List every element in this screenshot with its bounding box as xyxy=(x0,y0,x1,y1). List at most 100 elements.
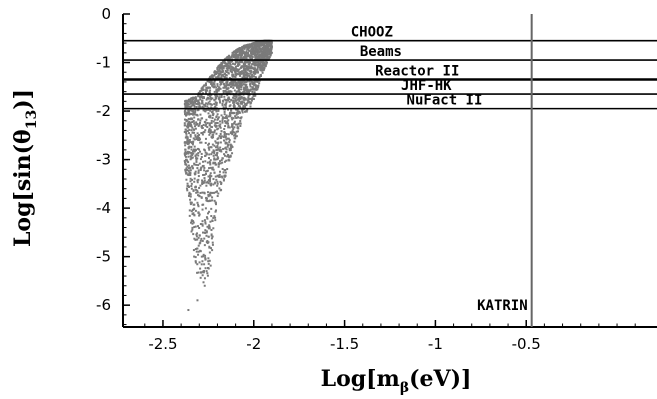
scatter-point xyxy=(186,150,189,153)
scatter-point xyxy=(213,130,216,133)
scatter-point xyxy=(262,43,265,46)
scatter-point xyxy=(192,249,195,252)
scatter-point xyxy=(240,85,243,88)
scatter-point xyxy=(184,141,187,144)
scatter-point xyxy=(207,143,210,146)
scatter-point xyxy=(232,69,235,72)
scatter-point xyxy=(247,72,250,75)
scatter-point xyxy=(210,207,213,210)
scatter-point xyxy=(185,172,188,175)
scatter-point xyxy=(232,55,235,58)
scatter-point xyxy=(205,231,208,234)
scatter-point xyxy=(237,103,240,106)
scatter-point xyxy=(194,186,197,189)
scatter-point xyxy=(224,154,227,157)
scatter-point xyxy=(199,191,202,194)
scatter-point xyxy=(223,134,226,137)
scatter-point xyxy=(251,55,254,58)
scatter-point xyxy=(233,112,236,115)
scatter-point xyxy=(202,108,205,111)
scatter-point xyxy=(229,63,232,66)
scatter-point xyxy=(227,87,230,90)
scatter-point xyxy=(259,49,262,52)
scatter-point xyxy=(239,54,242,57)
scatter-point xyxy=(215,94,218,97)
scatter-point xyxy=(199,105,202,108)
scatter-point xyxy=(184,170,187,173)
scatter-point xyxy=(223,98,226,101)
scatter-point xyxy=(229,56,232,59)
scatter-point xyxy=(258,53,261,56)
scatter-point xyxy=(214,140,217,143)
scatter-point xyxy=(204,231,207,234)
scatter-point xyxy=(270,47,273,50)
scatter-point xyxy=(226,66,229,69)
scatter-point xyxy=(215,116,218,119)
scatter-point xyxy=(206,240,209,243)
scatter-point xyxy=(262,57,265,60)
scatter-point xyxy=(224,146,227,149)
scatter-point xyxy=(268,50,271,53)
scatter-point xyxy=(188,132,191,135)
scatter-point xyxy=(214,158,217,161)
scatter-point xyxy=(232,104,235,107)
scatter-point xyxy=(267,45,270,48)
scatter-point xyxy=(226,117,229,120)
scatter-point xyxy=(200,87,203,90)
scatter-point xyxy=(190,221,193,224)
scatter-point xyxy=(228,83,231,86)
scatter-point xyxy=(250,99,253,102)
scatter-point xyxy=(209,166,212,169)
scatter-point xyxy=(206,161,209,164)
scatter-point xyxy=(226,64,229,67)
scatter-point xyxy=(198,214,201,217)
scatter-point xyxy=(195,102,198,105)
scatter-point xyxy=(237,116,240,119)
scatter-point xyxy=(222,67,225,70)
scatter-point xyxy=(245,67,248,70)
scatter-point xyxy=(194,248,197,251)
scatter-point xyxy=(239,101,242,104)
scatter-point xyxy=(196,114,199,117)
scatter-point xyxy=(235,50,238,53)
scatter-point xyxy=(239,98,242,101)
scatter-point xyxy=(189,100,192,103)
scatter-point xyxy=(238,93,241,96)
scatter-point xyxy=(214,219,217,222)
scatter-point xyxy=(239,83,242,86)
scatter-point xyxy=(208,224,211,227)
scatter-point xyxy=(212,178,215,181)
scatter-point xyxy=(257,54,260,57)
scatter-point xyxy=(221,104,224,107)
scatter-point xyxy=(223,73,226,76)
scatter-point xyxy=(206,217,209,220)
scatter-point xyxy=(194,261,197,264)
scatter-point xyxy=(251,44,254,47)
scatter-point xyxy=(211,219,214,222)
scatter-point xyxy=(231,62,234,65)
scatter-point xyxy=(249,76,252,79)
scatter-point xyxy=(249,57,252,60)
scatter-point xyxy=(225,101,228,104)
scatter-point xyxy=(238,111,241,114)
scatter-point xyxy=(198,91,201,94)
scatter-point xyxy=(248,54,251,57)
scatter-point xyxy=(235,102,238,105)
scatter-point xyxy=(225,74,228,77)
scatter-point xyxy=(204,91,207,94)
scatter-point xyxy=(195,233,198,236)
scatter-point xyxy=(260,42,263,45)
scatter-point xyxy=(211,75,214,78)
scatter-point xyxy=(186,137,189,140)
scatter-point xyxy=(189,180,192,183)
scatter-point xyxy=(217,87,220,90)
scatter-point xyxy=(203,166,206,169)
scatter-point xyxy=(190,129,193,132)
scatter-point xyxy=(223,113,226,116)
scatter-point xyxy=(261,67,264,70)
scatter-point xyxy=(251,90,254,93)
scatter-point xyxy=(219,141,222,144)
scatter-point xyxy=(208,148,211,151)
scatter-point xyxy=(238,63,241,66)
scatter-point xyxy=(226,68,229,71)
